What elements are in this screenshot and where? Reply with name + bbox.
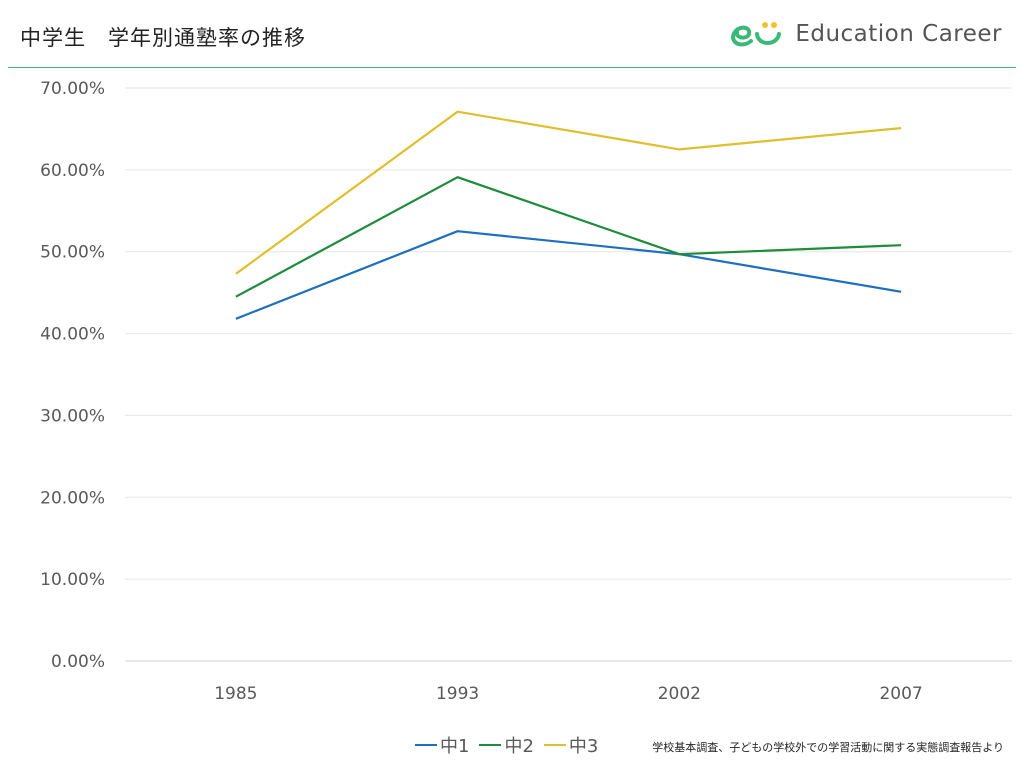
- x-tick-label: 1985: [214, 684, 257, 704]
- y-tick-label: 70.00%: [40, 79, 105, 99]
- y-tick-label: 30.00%: [40, 406, 105, 426]
- legend-item: 中3: [543, 732, 599, 758]
- legend: 中1 中2 中3: [415, 733, 608, 757]
- x-tick-label: 1993: [436, 684, 479, 704]
- line-chart: 0.00% 10.00% 20.00% 30.00% 40.00% 50.00% 60.00…: [40, 79, 1012, 704]
- gridlines: [125, 87, 1012, 662]
- legend-swatch: [415, 744, 437, 746]
- series-line-1: [235, 230, 902, 320]
- y-tick-label: 10.00%: [40, 570, 105, 590]
- source-note: 学校基本調査、子どもの学校外での学習活動に関する実態調査報告より: [652, 741, 1004, 754]
- legend-label: 中3: [568, 736, 599, 757]
- y-tick-label: 50.00%: [40, 243, 105, 263]
- brand-name: Education Career: [795, 21, 1002, 47]
- x-tick-label: 2002: [658, 684, 701, 704]
- education-career-logo-icon: [731, 22, 782, 47]
- legend-item: 中2: [479, 732, 534, 758]
- legend-label: 中2: [504, 736, 534, 757]
- series-line-2: [235, 176, 902, 298]
- x-axis-ticks: 1985 1993 2002 2007: [214, 684, 923, 704]
- header-divider: [8, 67, 1016, 68]
- header: 中学生 学年別通塾率の推移 Education Career: [0, 0, 1024, 70]
- y-tick-label: 20.00%: [40, 488, 105, 508]
- x-tick-label: 2007: [879, 684, 922, 704]
- brand: Education Career: [727, 16, 1002, 52]
- legend-label: 中1: [440, 736, 470, 757]
- series-lines: [235, 110, 902, 320]
- y-tick-label: 40.00%: [40, 325, 105, 345]
- legend-swatch: [479, 744, 502, 746]
- legend-item: 中1: [415, 732, 469, 758]
- series-line-3: [235, 110, 902, 275]
- legend-swatch: [543, 744, 566, 746]
- chart-title: 中学生 学年別通塾率の推移: [20, 26, 306, 50]
- y-tick-label: 0.00%: [51, 652, 105, 672]
- y-tick-label: 60.00%: [40, 161, 105, 181]
- y-axis-ticks: 0.00% 10.00% 20.00% 30.00% 40.00% 50.00% 60.00…: [40, 79, 105, 672]
